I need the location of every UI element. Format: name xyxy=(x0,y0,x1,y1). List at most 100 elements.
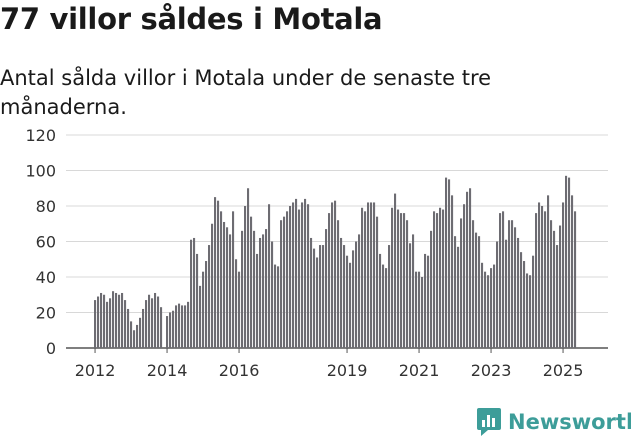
bar xyxy=(103,294,106,348)
bar xyxy=(406,220,409,348)
bar xyxy=(385,268,388,348)
bar xyxy=(412,234,415,348)
bar xyxy=(289,206,292,348)
bar xyxy=(205,261,208,348)
bar xyxy=(94,300,97,348)
bar xyxy=(502,211,505,348)
bar xyxy=(268,204,271,348)
bar xyxy=(508,220,511,348)
bar xyxy=(463,204,466,348)
bar xyxy=(448,179,451,348)
bar xyxy=(100,292,103,348)
bar xyxy=(559,225,562,348)
bar xyxy=(256,253,259,348)
bar xyxy=(484,271,487,348)
bar xyxy=(391,207,394,348)
x-tick-label: 2014 xyxy=(147,361,188,380)
bar xyxy=(319,245,322,348)
bar xyxy=(397,209,400,348)
x-tick-label: 2023 xyxy=(471,361,512,380)
bar xyxy=(259,237,262,348)
bar xyxy=(520,252,523,348)
bar xyxy=(382,264,385,348)
bar xyxy=(169,312,172,348)
bar xyxy=(472,220,475,348)
bar xyxy=(538,202,541,348)
bar xyxy=(217,200,220,348)
bar xyxy=(421,277,424,348)
bar xyxy=(166,316,169,348)
bar xyxy=(202,271,205,348)
bar xyxy=(346,255,349,348)
bar xyxy=(355,241,358,348)
bar xyxy=(442,209,445,348)
bar xyxy=(112,291,115,348)
bar xyxy=(145,300,148,348)
x-tick-label: 2012 xyxy=(75,361,116,380)
bar xyxy=(265,229,268,348)
bar xyxy=(379,253,382,348)
bar xyxy=(193,237,196,348)
bar xyxy=(436,213,439,348)
bar xyxy=(136,324,139,348)
bar xyxy=(130,321,133,348)
bar xyxy=(499,213,502,348)
bar xyxy=(211,223,214,348)
bar xyxy=(97,296,100,348)
bar xyxy=(190,239,193,348)
bar xyxy=(364,211,367,348)
bar xyxy=(424,253,427,348)
y-tick-label: 0 xyxy=(46,339,56,358)
bar xyxy=(529,275,532,348)
bar xyxy=(175,305,178,348)
bar xyxy=(178,303,181,348)
chart-bubble-icon xyxy=(477,408,501,436)
bar xyxy=(292,202,295,348)
bar xyxy=(322,245,325,348)
bar xyxy=(241,230,244,348)
bar xyxy=(328,213,331,348)
bar xyxy=(457,246,460,348)
bar xyxy=(505,239,508,348)
bar xyxy=(361,207,364,348)
bar xyxy=(373,202,376,348)
bar xyxy=(247,188,250,348)
bar xyxy=(148,294,151,348)
bar xyxy=(244,206,247,348)
bar xyxy=(445,177,448,348)
bar xyxy=(295,198,298,348)
bar xyxy=(157,296,160,348)
bar xyxy=(118,294,121,348)
bar xyxy=(541,206,544,348)
bar xyxy=(253,230,256,348)
bar xyxy=(181,305,184,348)
bar xyxy=(262,234,265,348)
y-tick-label: 60 xyxy=(36,233,56,252)
bar xyxy=(196,253,199,348)
bar xyxy=(214,197,217,348)
bar xyxy=(490,268,493,348)
bar xyxy=(496,241,499,348)
bar xyxy=(334,200,337,348)
bar xyxy=(271,241,274,348)
bar xyxy=(427,255,430,348)
bar xyxy=(409,243,412,348)
newsworthy-logo: Newsworthy xyxy=(476,405,631,439)
bar xyxy=(349,262,352,348)
y-tick-label: 100 xyxy=(25,162,56,181)
bar xyxy=(514,227,517,348)
bar xyxy=(340,237,343,348)
bar xyxy=(331,202,334,348)
bar xyxy=(250,216,253,348)
bar xyxy=(277,266,280,348)
bar xyxy=(223,221,226,348)
bar xyxy=(298,209,301,348)
bar xyxy=(433,211,436,348)
bar xyxy=(115,292,118,348)
bar xyxy=(199,285,202,348)
bar xyxy=(370,202,373,348)
bar xyxy=(313,248,316,348)
x-tick-label: 2019 xyxy=(327,361,368,380)
logo-text: Newsworthy xyxy=(508,410,631,434)
bar xyxy=(487,275,490,348)
